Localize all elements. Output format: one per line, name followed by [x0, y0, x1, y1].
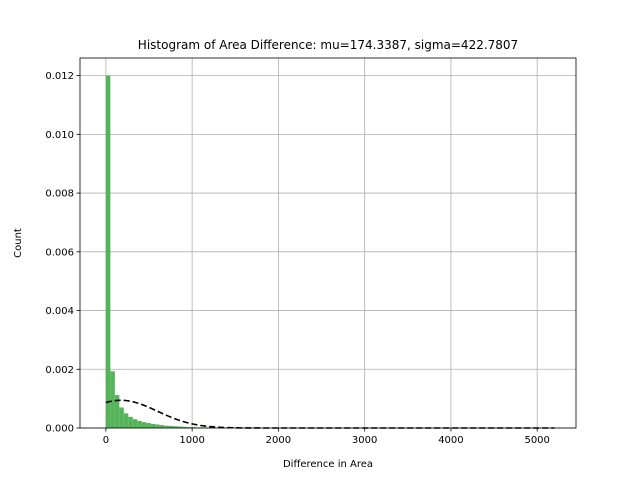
histogram-bar	[114, 395, 120, 428]
histogram-bar	[110, 371, 115, 428]
plot-frame	[79, 57, 577, 429]
y-tick-label: 0.006	[45, 247, 74, 258]
histogram-bar	[155, 424, 160, 428]
y-tick-label: 0.004	[45, 306, 74, 317]
x-tick-label: 4000	[438, 435, 463, 446]
grid-layer	[80, 58, 576, 429]
x-tick-label: 1000	[179, 435, 204, 446]
normal-fit-curve	[105, 399, 555, 429]
histogram-bar	[137, 420, 142, 428]
y-tick-label: 0.012	[45, 71, 74, 82]
histogram-bar	[159, 425, 165, 428]
histogram-bar	[168, 425, 174, 428]
histogram-bar	[164, 425, 169, 428]
histogram-bar	[177, 426, 183, 428]
histogram-bar	[186, 427, 192, 428]
x-tick-label: 0	[103, 435, 109, 446]
histogram-bar	[105, 75, 111, 428]
y-axis-label: Count	[13, 228, 24, 258]
histogram-bar	[123, 413, 129, 428]
histogram-bar	[141, 422, 147, 428]
y-axis-ticks: 0.000 0.002 0.004 0.006 0.008 0.010 0.012	[45, 71, 80, 435]
chart-title: Histogram of Area Difference: mu=174.338…	[138, 38, 518, 52]
y-tick-label: 0.008	[45, 189, 74, 200]
x-tick-label: 3000	[352, 435, 377, 446]
x-axis-label: Difference in Area	[283, 459, 373, 470]
histogram-bar	[182, 426, 187, 428]
x-tick-label: 2000	[266, 435, 291, 446]
y-tick-label: 0.010	[45, 130, 74, 141]
histogram-bar	[119, 407, 124, 428]
y-tick-label: 0.002	[45, 365, 74, 376]
histogram-bar	[150, 423, 156, 428]
normal-fit-layer	[105, 399, 555, 429]
histogram-bar	[191, 427, 196, 428]
histogram-bar	[128, 416, 133, 428]
histogram-bar	[173, 426, 178, 428]
x-axis-ticks: 0 1000 2000 3000 4000 5000	[103, 428, 550, 446]
histogram-bar	[146, 423, 151, 428]
y-tick-label: 0.000	[45, 424, 74, 435]
histogram-bar	[132, 419, 138, 428]
x-tick-label: 5000	[524, 435, 549, 446]
